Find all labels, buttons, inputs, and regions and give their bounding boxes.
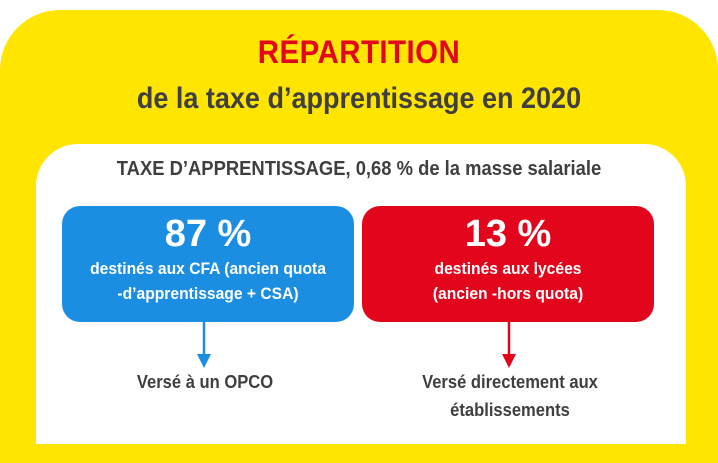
- lycees-destination: Versé directement aux établissements: [381, 368, 639, 424]
- tax-description: TAXE D’APPRENTISSAGE, 0,68 % de la masse…: [116, 158, 602, 180]
- cfa-description-line1: destinés aux CFA (ancien quota: [90, 259, 326, 278]
- lycees-description-line1: destinés aux lycées: [434, 259, 582, 278]
- lycees-percent: 13 %: [464, 213, 552, 255]
- arrow-down-blue-icon: [197, 322, 211, 368]
- lycees-share-box: 13 % destinés aux lycées (ancien -hors q…: [362, 206, 654, 322]
- cfa-destination: Versé à un OPCO: [81, 368, 329, 396]
- cfa-share-box: 87 % destinés aux CFA (ancien quota -d’a…: [62, 206, 354, 322]
- lycees-destination-line2: établissements: [450, 400, 570, 420]
- cfa-description-line2: -d’apprentissage + CSA): [117, 284, 299, 303]
- lycees-description-line2: (ancien -hors quota): [432, 284, 584, 303]
- subtitle: de la taxe d’apprentissage en 2020: [136, 82, 582, 115]
- arrow-down-red-icon: [502, 322, 516, 368]
- title: RÉPARTITION: [257, 34, 461, 70]
- cfa-percent: 87 %: [164, 213, 252, 255]
- cfa-destination-text: Versé à un OPCO: [136, 372, 274, 392]
- lycees-destination-line1: Versé directement aux: [422, 372, 598, 392]
